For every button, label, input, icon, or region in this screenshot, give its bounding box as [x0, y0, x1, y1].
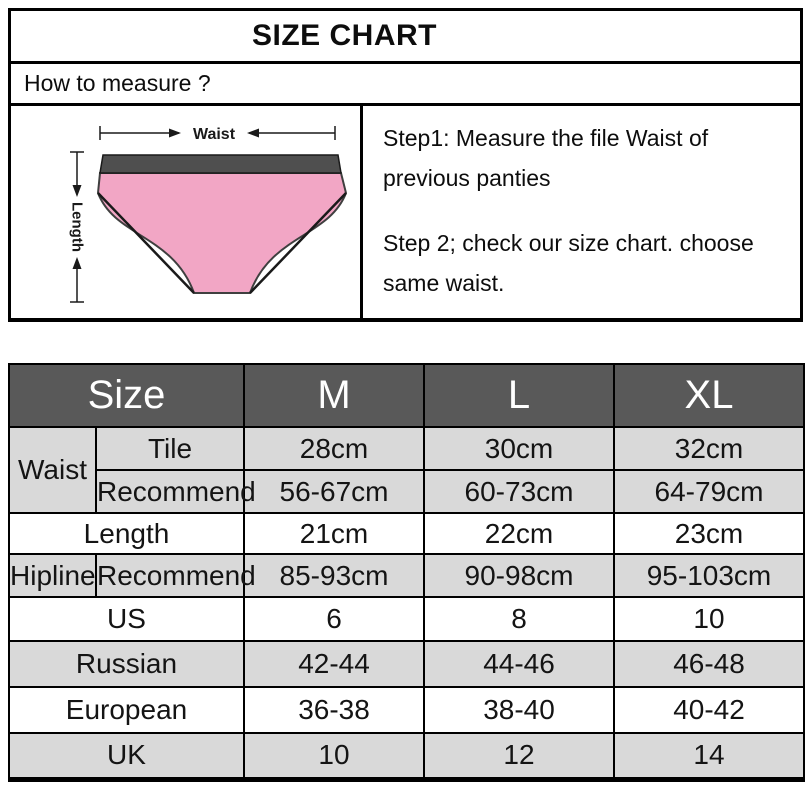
us-label-cell: US: [8, 596, 245, 642]
length-xl-cell: 23cm: [613, 512, 805, 555]
header-size-cell: Size: [8, 363, 245, 428]
russian-xl-cell: 46-48: [613, 640, 805, 688]
uk-m-cell: 10: [243, 732, 425, 780]
uk-row: UK 10 12 14: [8, 732, 805, 780]
hipline-group-cell: Hipline: [8, 553, 97, 598]
instructions-panel: Step1: Measure the file Waist of previou…: [363, 106, 800, 318]
waist-tile-m-cell: 28cm: [243, 426, 425, 471]
header-m-cell: M: [243, 363, 425, 428]
table-header-row: Size M L XL: [8, 363, 805, 428]
panty-measurement-diagram: Waist Length: [69, 126, 348, 303]
title-bar: SIZE CHART: [11, 11, 800, 64]
waist-recommend-l-cell: 60-73cm: [423, 469, 615, 514]
header-l-cell: L: [423, 363, 615, 428]
hipline-row: Hipline Recommend 85-93cm 90-98cm 95-103…: [8, 553, 805, 598]
european-l-cell: 38-40: [423, 686, 615, 734]
hipline-m-cell: 85-93cm: [243, 553, 425, 598]
step1-line2: previous panties: [383, 165, 551, 191]
us-xl-cell: 10: [613, 596, 805, 642]
step2-line1: Step 2; check our size chart. choose: [383, 230, 754, 256]
measure-content-row: Waist Length: [11, 106, 800, 318]
length-arrow: [70, 151, 84, 303]
european-xl-cell: 40-42: [613, 686, 805, 734]
us-m-cell: 6: [243, 596, 425, 642]
waist-tile-xl-cell: 32cm: [613, 426, 805, 471]
uk-label-cell: UK: [8, 732, 245, 780]
how-to-measure-label: How to measure ?: [24, 70, 211, 96]
waist-recommend-label-cell: Recommend: [95, 469, 256, 514]
waist-group-cell: Waist: [8, 426, 97, 514]
hipline-l-cell: 90-98cm: [423, 553, 615, 598]
european-row: European 36-38 38-40 40-42: [8, 686, 805, 734]
waist-arrow: [99, 126, 336, 140]
length-dimension-label: Length: [69, 202, 86, 252]
hipline-xl-cell: 95-103cm: [613, 553, 805, 598]
waist-tile-l-cell: 30cm: [423, 426, 615, 471]
waist-tile-label-cell: Tile: [95, 426, 245, 471]
length-label-cell: Length: [8, 512, 245, 555]
page-title: SIZE CHART: [252, 19, 437, 52]
waistband-shape: [99, 154, 342, 174]
step2-line2: same waist.: [383, 270, 505, 296]
step1-text: Step1: Measure the file Waist of previou…: [383, 118, 794, 198]
uk-xl-cell: 14: [613, 732, 805, 780]
waist-recommend-m-cell: 56-67cm: [243, 469, 425, 514]
step2-text: Step 2; check our size chart. choose sam…: [383, 223, 794, 303]
right-leg-edge-line: [249, 192, 347, 294]
uk-l-cell: 12: [423, 732, 615, 780]
waist-dimension-label: Waist: [193, 126, 236, 143]
length-m-cell: 21cm: [243, 512, 425, 555]
russian-label-cell: Russian: [8, 640, 245, 688]
how-to-measure-bar: How to measure ?: [11, 64, 800, 106]
hipline-recommend-label-cell: Recommend: [95, 553, 256, 598]
us-row: US 6 8 10: [8, 596, 805, 642]
european-m-cell: 36-38: [243, 686, 425, 734]
russian-row: Russian 42-44 44-46 46-48: [8, 640, 805, 688]
left-leg-edge-line: [97, 192, 195, 294]
size-table: Size M L XL Waist Tile 28cm 30cm 32cm Re…: [8, 363, 805, 782]
european-label-cell: European: [8, 686, 245, 734]
top-box: SIZE CHART How to measure ? Waist: [8, 8, 803, 322]
header-xl-cell: XL: [613, 363, 805, 428]
us-l-cell: 8: [423, 596, 615, 642]
length-row: Length 21cm 22cm 23cm: [8, 512, 805, 555]
russian-l-cell: 44-46: [423, 640, 615, 688]
step1-line1: Step1: Measure the file Waist of: [383, 125, 709, 151]
waist-recommend-row: Recommend 56-67cm 60-73cm 64-79cm: [9, 469, 805, 514]
waist-tile-row: Waist Tile 28cm 30cm 32cm: [8, 426, 805, 514]
waist-recommend-xl-cell: 64-79cm: [613, 469, 805, 514]
russian-m-cell: 42-44: [243, 640, 425, 688]
diagram-panel: Waist Length: [11, 106, 363, 318]
length-l-cell: 22cm: [423, 512, 615, 555]
